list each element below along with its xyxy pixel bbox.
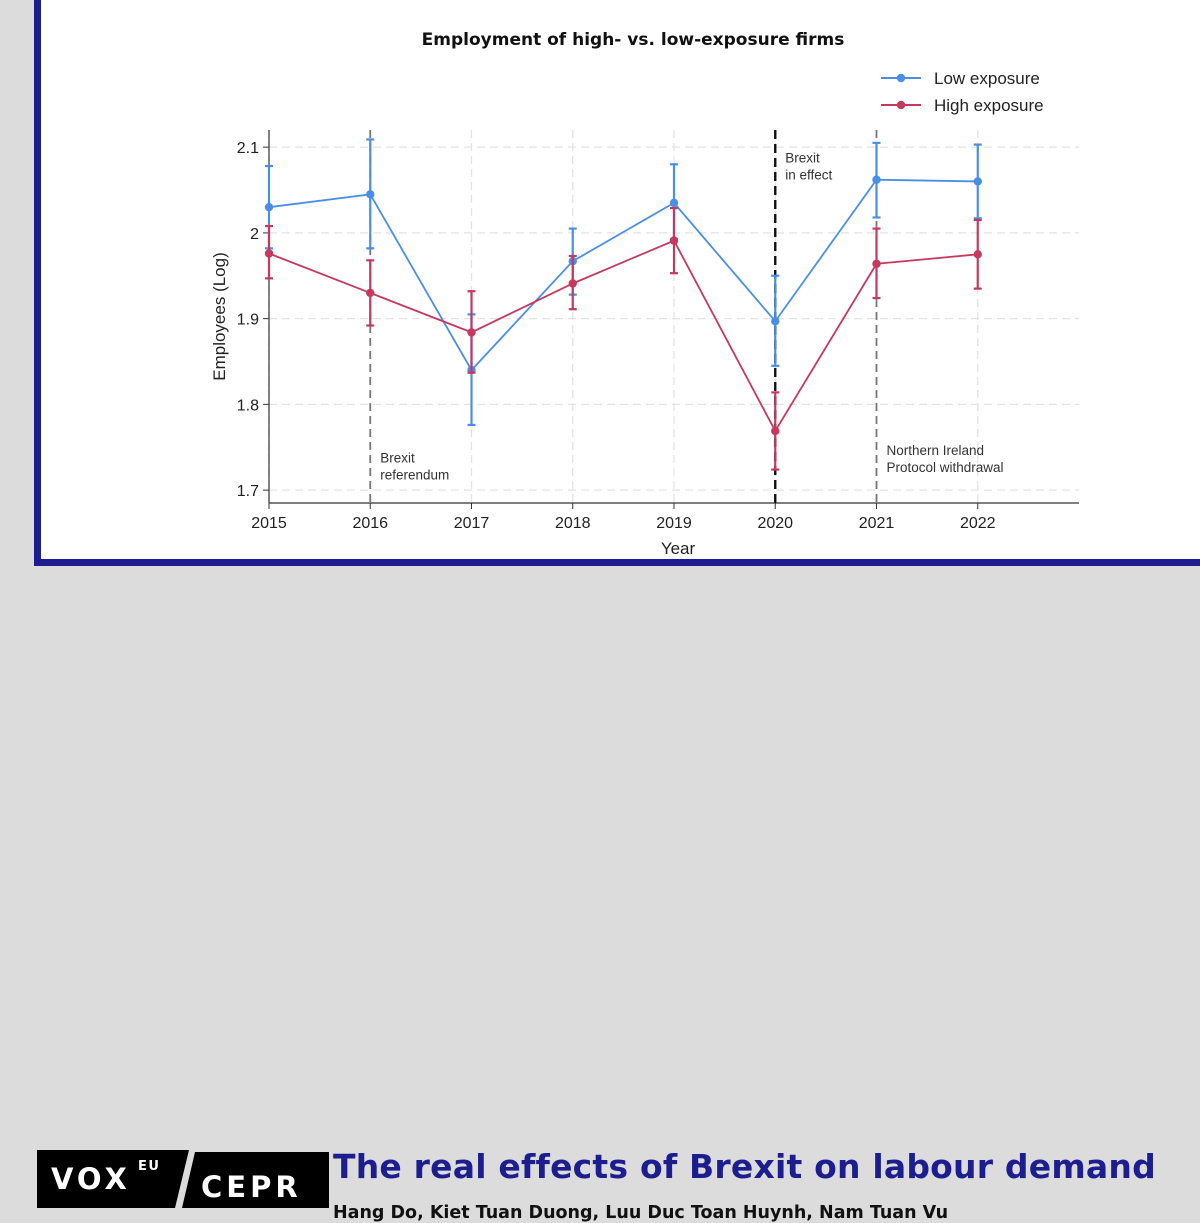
data-point xyxy=(872,175,881,184)
x-tick-label: 2021 xyxy=(859,515,895,532)
data-point xyxy=(973,177,982,186)
y-axis-title: Employees (Log) xyxy=(210,252,229,381)
voxeu-cepr-logo: VOX EU CEPR xyxy=(37,1150,329,1208)
y-tick-label: 1.9 xyxy=(237,312,259,329)
annotation-label: Northern Ireland xyxy=(887,443,985,458)
x-tick-label: 2018 xyxy=(555,515,591,532)
x-tick-label: 2019 xyxy=(656,515,692,532)
x-tick-label: 2022 xyxy=(960,515,996,532)
annotation-label: Brexit xyxy=(785,151,820,166)
y-tick-label: 2 xyxy=(250,226,259,243)
logo-cepr-text: CEPR xyxy=(201,1170,302,1204)
legend-swatch-marker xyxy=(896,73,906,83)
legend-label: Low exposure xyxy=(934,69,1040,88)
x-tick-label: 2017 xyxy=(454,515,490,532)
series-line-1 xyxy=(268,239,978,433)
article-headline: The real effects of Brexit on labour dem… xyxy=(333,1147,1156,1186)
y-tick-label: 1.8 xyxy=(237,397,259,414)
data-point xyxy=(568,279,577,288)
data-point xyxy=(973,250,982,259)
data-point xyxy=(771,317,780,326)
logo-vox-text: VOX xyxy=(51,1162,131,1196)
series-line-0 xyxy=(268,178,978,372)
x-tick-label: 2020 xyxy=(757,515,793,532)
x-tick-label: 2016 xyxy=(352,515,388,532)
footer-banner: VOX EU CEPR The real effects of Brexit o… xyxy=(0,566,1200,1223)
annotation-label: referendum xyxy=(380,468,449,483)
logo-eu-text: EU xyxy=(138,1159,160,1174)
chart-title: Employment of high- vs. low-exposure fir… xyxy=(422,30,845,50)
logo-graphic: VOX EU CEPR xyxy=(37,1150,329,1208)
data-point xyxy=(366,288,375,298)
x-tick-label: 2015 xyxy=(251,515,287,532)
y-tick-label: 2.1 xyxy=(237,140,259,157)
y-tick-label: 1.7 xyxy=(237,483,259,500)
chart-panel: Employment of high- vs. low-exposure fir… xyxy=(34,0,1200,566)
data-point xyxy=(264,202,274,212)
data-point xyxy=(669,198,679,208)
data-point xyxy=(366,190,375,199)
x-axis-title: Year xyxy=(661,539,696,558)
data-point xyxy=(669,236,679,245)
data-point xyxy=(771,426,780,436)
legend-label: High exposure xyxy=(934,96,1044,115)
data-point xyxy=(467,328,476,337)
employment-chart: Employment of high- vs. low-exposure fir… xyxy=(210,30,1079,558)
annotation-label: Brexit xyxy=(380,451,415,466)
legend-swatch-marker xyxy=(896,100,906,110)
data-point xyxy=(872,259,881,268)
annotation-label: in effect xyxy=(785,168,832,183)
data-point xyxy=(264,249,274,258)
article-authors: Hang Do, Kiet Tuan Duong, Luu Duc Toan H… xyxy=(333,1203,949,1223)
annotation-label: Protocol withdrawal xyxy=(887,460,1004,475)
